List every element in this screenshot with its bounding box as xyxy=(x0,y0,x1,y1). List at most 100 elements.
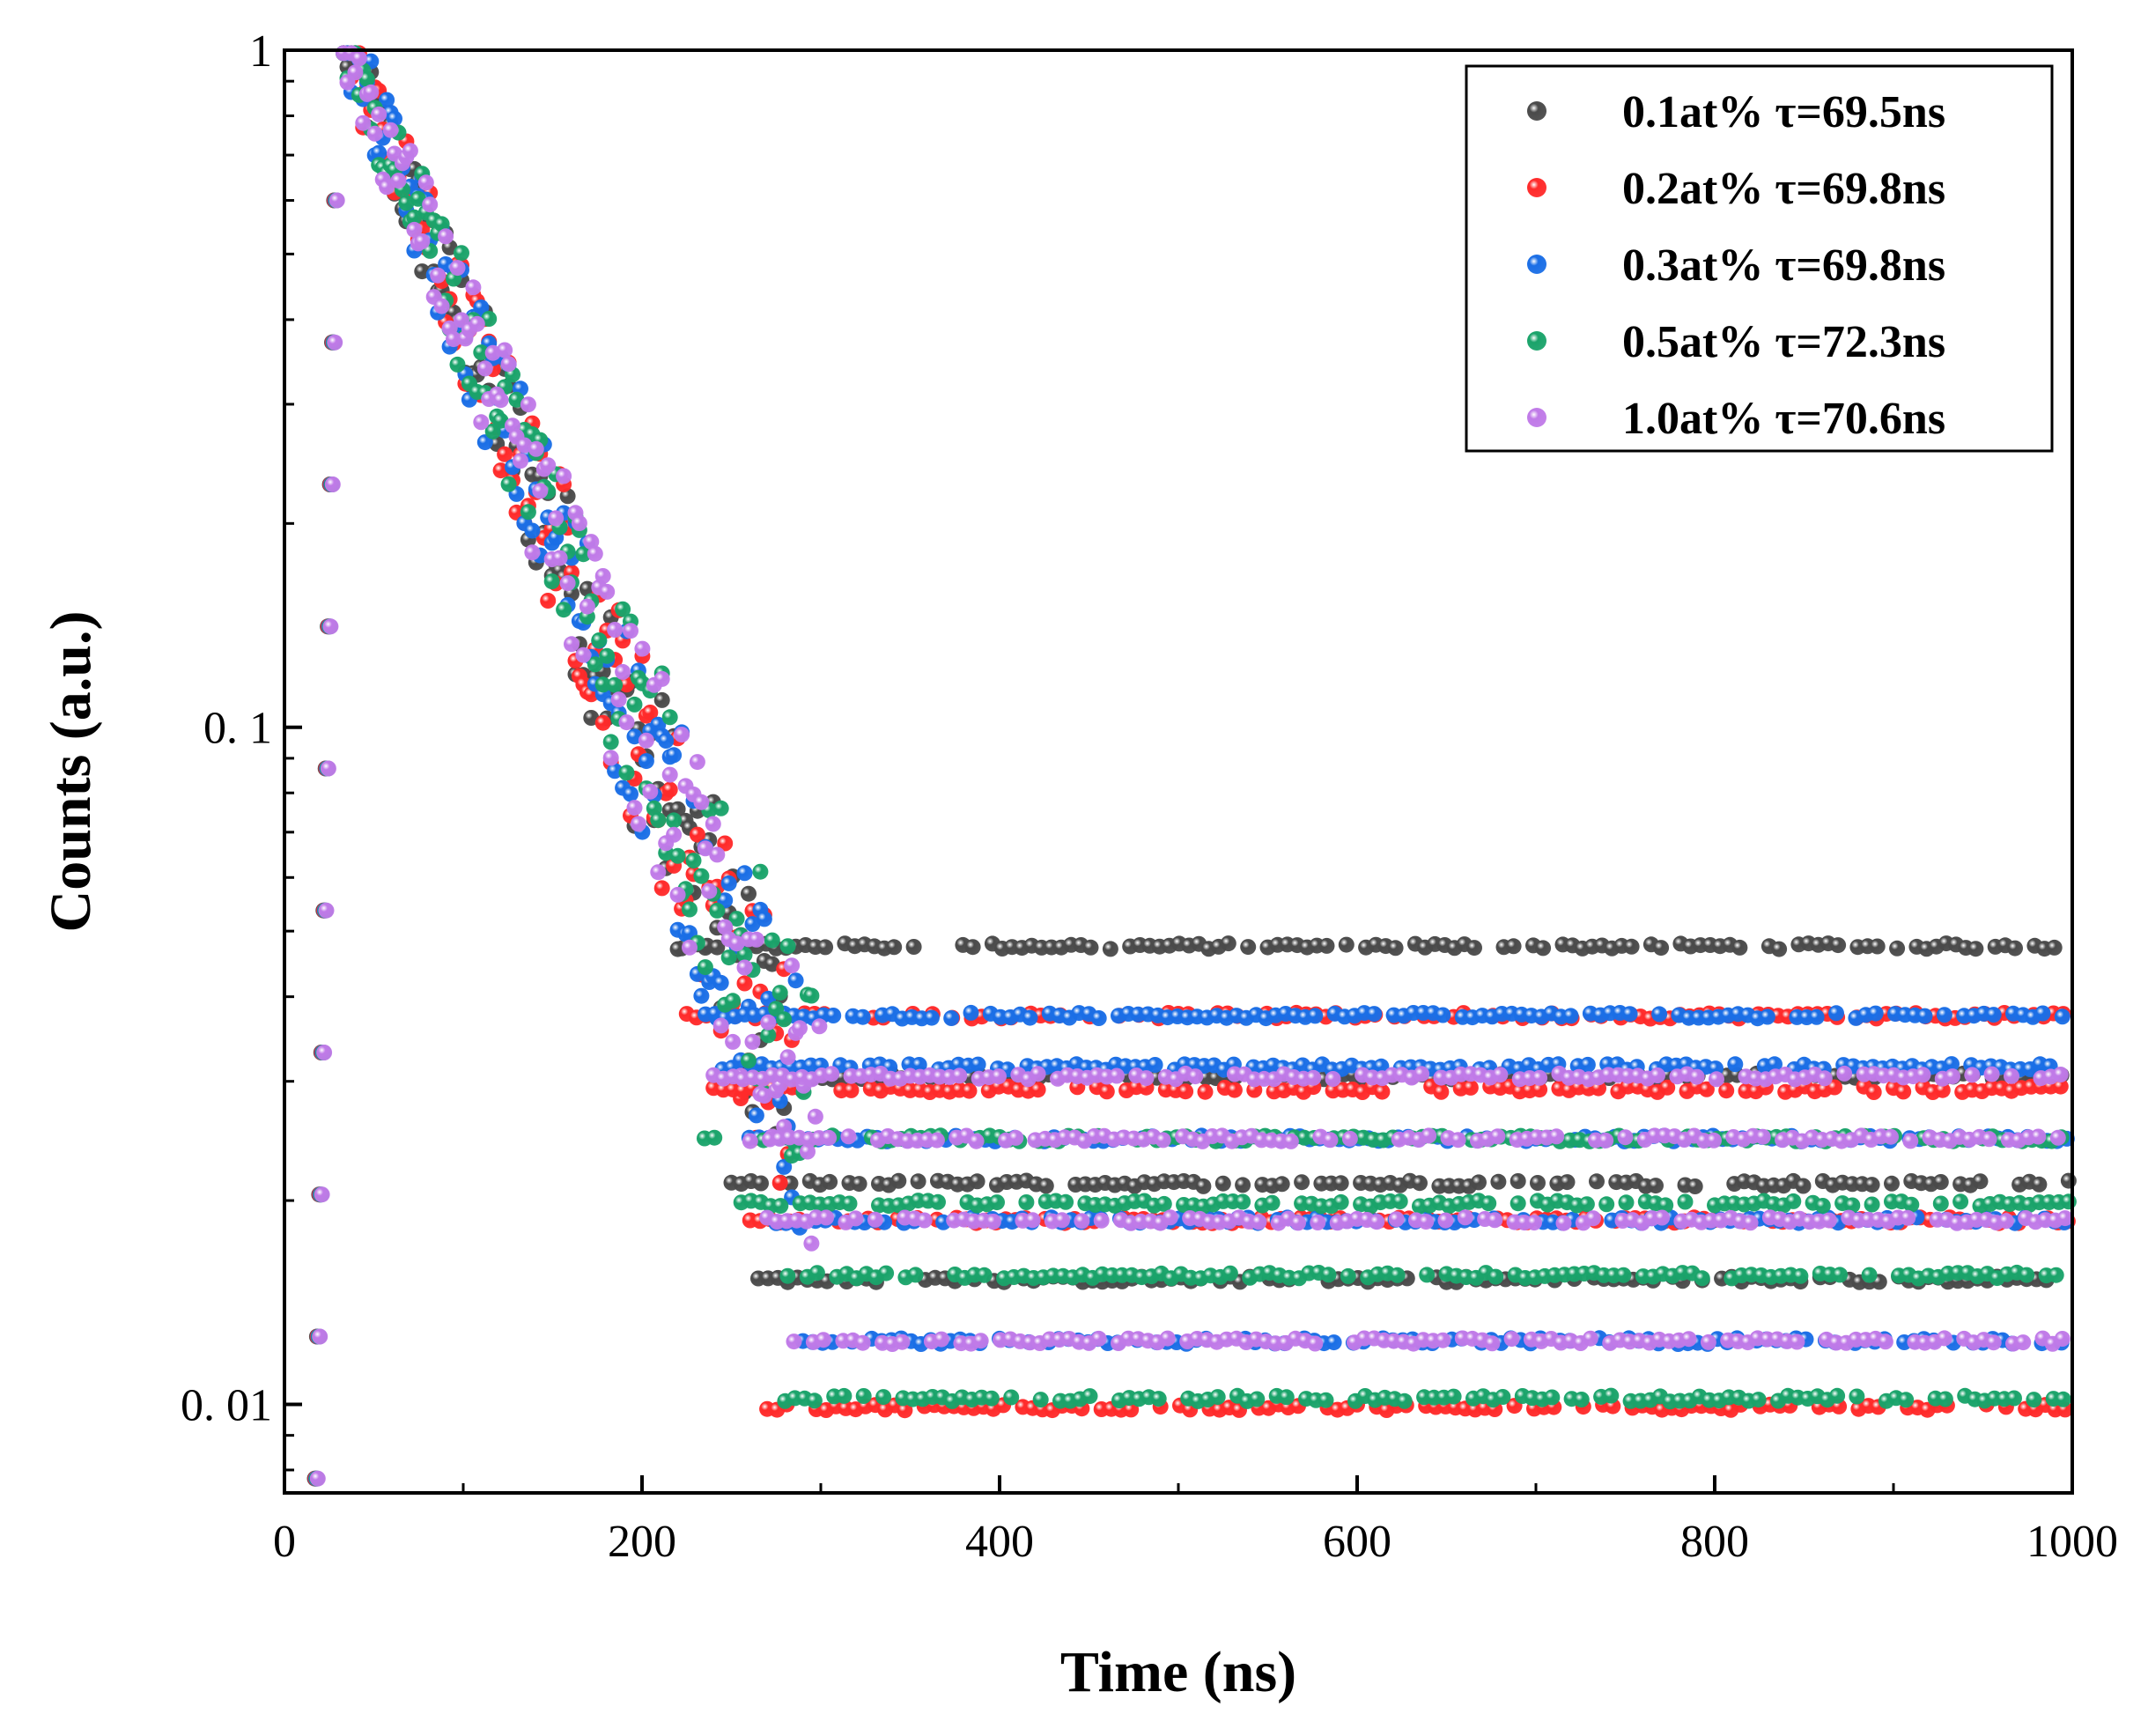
data-point xyxy=(760,1014,777,1031)
data-point xyxy=(736,865,753,882)
data-point xyxy=(669,847,686,864)
data-point xyxy=(867,1211,883,1228)
data-point xyxy=(1495,1389,1511,1405)
legend-marker xyxy=(1527,255,1546,274)
data-point xyxy=(725,1033,742,1050)
data-point xyxy=(382,122,399,138)
data-point xyxy=(1657,1197,1674,1214)
data-point xyxy=(618,765,635,781)
data-point xyxy=(923,1009,940,1026)
data-point xyxy=(634,640,651,657)
data-point xyxy=(1054,1212,1070,1229)
data-point xyxy=(840,1128,857,1145)
data-point xyxy=(1366,1006,1383,1023)
data-point xyxy=(916,1212,933,1229)
data-point xyxy=(821,1129,838,1146)
data-point xyxy=(559,575,576,592)
data-point xyxy=(1338,936,1354,953)
data-point xyxy=(594,676,611,693)
data-point xyxy=(1598,1196,1615,1213)
data-point xyxy=(2052,1078,2069,1095)
data-point xyxy=(358,70,375,87)
data-point xyxy=(1983,1066,2000,1082)
data-point xyxy=(1731,939,1748,956)
data-point xyxy=(312,1328,328,1345)
data-point xyxy=(1282,1133,1299,1149)
y-tick-label: 1 xyxy=(249,26,272,77)
data-point xyxy=(513,453,528,469)
data-point xyxy=(602,750,619,766)
data-point xyxy=(1598,1132,1614,1149)
data-point xyxy=(1391,1193,1408,1209)
data-point xyxy=(1003,1389,1020,1406)
data-point xyxy=(615,663,631,680)
data-point xyxy=(1544,1389,1561,1406)
data-point xyxy=(2034,1005,2051,1022)
data-point xyxy=(712,800,729,816)
data-point xyxy=(886,939,903,956)
data-point xyxy=(771,985,788,1001)
data-point xyxy=(843,1082,860,1098)
data-point xyxy=(806,1392,823,1409)
data-point xyxy=(1651,1006,1668,1023)
data-point xyxy=(1222,1265,1238,1282)
data-point xyxy=(717,835,734,852)
data-point xyxy=(1759,1008,1775,1025)
data-point xyxy=(638,753,654,770)
data-point xyxy=(1972,1173,1989,1190)
data-point xyxy=(1505,938,1522,955)
data-point xyxy=(1510,1195,1526,1212)
data-point xyxy=(2030,1128,2047,1145)
data-point xyxy=(607,676,624,693)
data-point xyxy=(497,446,513,462)
data-point xyxy=(1718,1082,1735,1099)
data-point xyxy=(587,656,603,673)
data-point xyxy=(682,939,698,956)
x-axis-title: Time (ns) xyxy=(1060,1640,1296,1704)
data-point xyxy=(822,1173,838,1190)
data-point xyxy=(1090,1330,1107,1347)
data-point xyxy=(693,987,710,1004)
data-point xyxy=(748,1107,764,1124)
data-point xyxy=(1932,1195,1949,1212)
data-point xyxy=(1585,1210,1601,1227)
data-point xyxy=(1771,941,1788,957)
data-point xyxy=(855,1388,872,1404)
data-point xyxy=(1177,1083,1194,1100)
data-point xyxy=(1220,935,1236,952)
data-point xyxy=(1688,1068,1705,1085)
data-point xyxy=(1273,1176,1290,1193)
data-point xyxy=(1369,1214,1385,1230)
data-point xyxy=(366,125,383,142)
data-point xyxy=(1155,1195,1172,1212)
data-point xyxy=(969,1173,985,1190)
data-point xyxy=(1093,1212,1110,1229)
data-point xyxy=(972,1333,989,1349)
plot-points xyxy=(306,45,2077,1487)
data-point xyxy=(1098,1083,1115,1100)
data-point xyxy=(1396,1392,1413,1409)
data-point xyxy=(693,794,710,810)
data-point xyxy=(1789,1333,1805,1350)
data-point xyxy=(851,1176,867,1193)
data-point xyxy=(626,800,643,816)
data-point xyxy=(1340,1267,1356,1284)
data-point xyxy=(1278,1389,1295,1406)
data-point xyxy=(1654,1209,1671,1226)
data-point xyxy=(351,50,367,67)
data-point xyxy=(744,1033,761,1050)
data-point xyxy=(689,754,705,771)
data-point xyxy=(575,546,592,563)
x-tick-label: 1000 xyxy=(2026,1517,2118,1567)
data-point xyxy=(309,1470,326,1487)
data-point xyxy=(1412,1175,1428,1192)
x-tick-label: 0 xyxy=(273,1517,296,1567)
data-point xyxy=(623,786,638,802)
data-point xyxy=(1082,939,1099,956)
data-point xyxy=(1559,1174,1576,1191)
data-point xyxy=(934,1331,949,1348)
legend-label: 1.0at% τ=70.6ns xyxy=(1622,394,1945,444)
data-point xyxy=(823,1066,840,1082)
